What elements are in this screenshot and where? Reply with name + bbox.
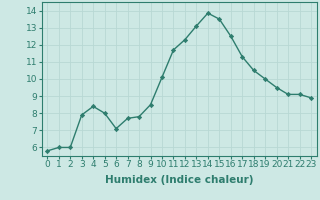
X-axis label: Humidex (Indice chaleur): Humidex (Indice chaleur) (105, 175, 253, 185)
